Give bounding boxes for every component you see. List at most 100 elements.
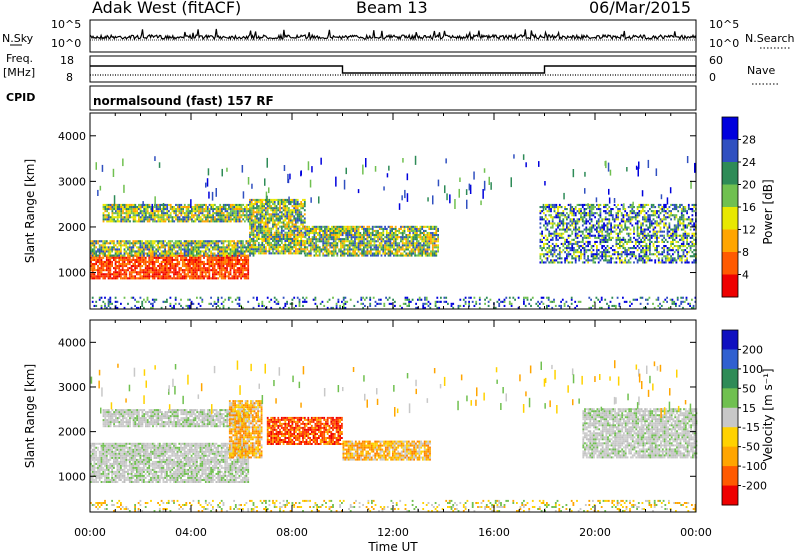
power-echo-cell	[626, 214, 628, 217]
power-echo-cell	[256, 233, 258, 236]
power-echo-cell	[146, 246, 149, 249]
power-echo-cell	[210, 244, 212, 247]
power-echo-cell	[318, 227, 321, 230]
power-echo-cell	[282, 223, 285, 226]
power-echo-cell	[581, 224, 584, 227]
power-echo-cell	[194, 208, 197, 211]
power-echo-cell	[597, 214, 600, 217]
power-echo-cell	[105, 267, 108, 270]
power-echo-cell	[134, 265, 136, 268]
power-echo-cell	[231, 210, 234, 213]
power-echo-cell	[403, 229, 406, 232]
power-echo-cell	[146, 260, 149, 263]
power-echo-cell	[327, 238, 330, 241]
power-echo-cell	[127, 240, 129, 243]
power-echo-cell	[257, 198, 260, 201]
power-echo-cell	[398, 248, 401, 251]
power-echo-cell	[585, 259, 588, 262]
power-echo-cell	[234, 250, 237, 253]
power-echo-cell	[268, 213, 271, 216]
power-echo-cell	[273, 213, 276, 216]
power-echo-cell	[596, 203, 598, 206]
power-echo-cell	[191, 216, 193, 219]
power-echo-cell	[619, 253, 621, 256]
power-echo-cell	[167, 250, 170, 253]
power-echo-cell	[113, 220, 115, 223]
power-echo-cell	[204, 275, 207, 278]
power-echo-cell	[192, 246, 195, 249]
power-echo-cell	[136, 208, 138, 211]
power-echo-cell	[106, 206, 108, 209]
power-echo-cell	[205, 220, 207, 223]
power-echo-cell	[352, 234, 355, 237]
power-echo-cell	[141, 206, 144, 209]
power-echo-cell	[306, 229, 309, 232]
power-echo-cell	[155, 216, 158, 219]
power-echo-cell	[633, 251, 635, 254]
power-echo-cell	[620, 218, 623, 221]
power-echo-cell	[382, 238, 385, 241]
power-echo-cell	[430, 242, 432, 245]
power-echo-cell	[412, 250, 415, 253]
power-echo-cell	[437, 234, 439, 237]
power-echo-cell	[90, 246, 92, 249]
power-echo-cell	[224, 250, 227, 253]
power-echo-cell	[219, 258, 221, 261]
power-echo-cell	[125, 212, 128, 215]
power-echo-cell	[656, 210, 658, 213]
power-echo-cell	[652, 253, 655, 256]
power-echo-cell	[322, 244, 325, 247]
power-echo-cell	[180, 212, 183, 215]
power-echo-cell	[169, 240, 172, 243]
power-echo-cell	[566, 226, 568, 229]
power-echo-cell	[410, 252, 413, 255]
power-echo-cell	[257, 231, 260, 234]
power-echo-cell	[619, 224, 621, 227]
power-echo-cell	[180, 240, 182, 243]
power-echo-cell	[311, 225, 314, 228]
power-echo-cell	[263, 217, 265, 220]
power-echo-cell	[396, 248, 399, 251]
power-echo-cell	[224, 263, 227, 266]
power-echo-cell	[303, 244, 306, 247]
power-echo-cell	[558, 257, 561, 260]
power-echo-cell	[343, 229, 346, 232]
power-echo-cell	[265, 252, 267, 255]
power-echo-cell	[122, 216, 124, 219]
power-echo-cell	[190, 240, 193, 243]
power-echo-cell	[160, 260, 163, 263]
power-echo-cell	[298, 242, 301, 245]
power-echo-cell	[270, 231, 273, 234]
power-echo-cell	[189, 248, 191, 251]
power-echo-cell	[302, 215, 304, 218]
power-echo-cell	[384, 225, 386, 228]
power-echo-cell	[203, 277, 205, 280]
power-echo-cell	[348, 250, 351, 253]
power-echo-cell	[284, 242, 287, 245]
power-echo-cell	[247, 244, 250, 247]
power-echo-cell	[366, 229, 369, 232]
power-echo-cell	[280, 207, 283, 210]
power-echo-cell	[567, 216, 570, 219]
power-echo-cell	[226, 269, 228, 272]
power-echo-cell	[197, 258, 200, 261]
power-echo-cell	[220, 248, 223, 251]
power-echo-cell	[139, 216, 142, 219]
power-echo-cell	[206, 260, 209, 263]
power-echo-cell	[341, 232, 344, 235]
power-echo-cell	[181, 254, 184, 257]
power-echo-cell	[189, 218, 191, 221]
power-echo-cell	[231, 206, 234, 209]
power-echo-cell	[645, 234, 648, 237]
power-echo-cell	[435, 232, 438, 235]
power-echo-cell	[168, 214, 170, 217]
power-echo-cell	[137, 254, 140, 257]
power-echo-cell	[580, 251, 582, 254]
power-echo-cell	[111, 212, 114, 215]
power-echo-cell	[347, 240, 349, 243]
power-echo-cell	[352, 254, 355, 257]
power-echo-cell	[573, 249, 575, 252]
power-echo-cell	[146, 208, 149, 211]
power-echo-cell	[617, 257, 619, 260]
power-echo-cell	[329, 250, 332, 253]
